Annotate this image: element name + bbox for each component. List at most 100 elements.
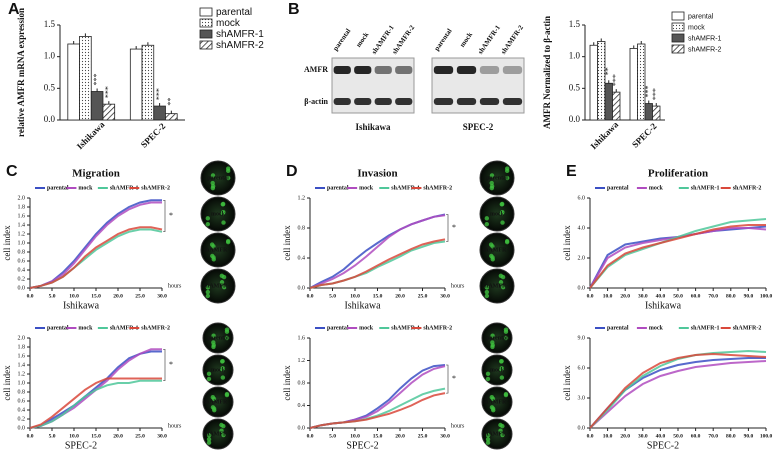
y-tick-label: 0.0 (18, 285, 26, 291)
cell-dot (484, 285, 490, 290)
image-label: mock (490, 367, 505, 373)
y-axis-label: cell index (2, 225, 12, 261)
series-line (29, 379, 162, 429)
x-tick-label: 10.0 (69, 293, 79, 299)
cell-dot (221, 201, 226, 207)
legend-label: shAMFR-1 (216, 29, 264, 40)
y-tick-label: 1.8 (18, 344, 26, 350)
cell-dot (490, 342, 495, 348)
x-tick-label: 20.0 (113, 293, 123, 299)
cell-dot (484, 293, 490, 299)
x-tick-label: 80.0 (726, 293, 736, 299)
series-line (29, 348, 162, 429)
image-label: shAMFR-2 (483, 431, 512, 437)
cell-dot (490, 244, 495, 249)
lane-label: mock (458, 31, 474, 49)
series-line (29, 199, 162, 289)
x-tick-label: 15.0 (373, 433, 383, 439)
image-label: shAMFR-1 (204, 399, 233, 405)
significance: * (169, 360, 173, 369)
x-tick-label: 30.0 (638, 433, 648, 439)
x-tick-label: 0.0 (587, 293, 594, 299)
cell-dot (498, 280, 504, 285)
x-unit: hours (451, 423, 465, 429)
significance: * (452, 374, 456, 383)
cell-dot (211, 396, 217, 401)
cell-dot (504, 238, 510, 244)
cell-dot (205, 285, 211, 290)
x-axis-label: Ishikawa (645, 300, 682, 311)
x-tick-label: 30.0 (638, 293, 648, 299)
legend-label: mock (78, 185, 93, 191)
legend-label: shAMFR-1 (110, 185, 139, 191)
image-label: mock (490, 211, 505, 217)
cell-dot (224, 335, 230, 341)
y-axis-label: AMFR Normalized to β-actin (542, 16, 552, 129)
y-tick-label: 0.0 (298, 285, 306, 291)
x-tick-label: 15.0 (91, 293, 101, 299)
cell-dot (500, 423, 505, 429)
cell-dot (490, 333, 495, 338)
cell-dot (500, 274, 506, 280)
image-label: shAMFR-2 (204, 283, 233, 289)
cell-dot (219, 280, 225, 285)
bar (102, 103, 116, 121)
bar (153, 105, 166, 121)
cell-dot (211, 342, 216, 348)
series-line (589, 357, 766, 429)
cell-dot (499, 367, 504, 372)
x-tick-label: 70.0 (708, 293, 718, 299)
cell-dot (210, 183, 216, 189)
legend-label: parental (607, 185, 629, 191)
y-axis-label: cell index (562, 225, 572, 261)
image-label: shAMFR-1 (204, 247, 233, 253)
y-tick-label: 0.0 (569, 114, 581, 124)
y-tick-label: 0.8 (18, 389, 26, 395)
x-tick-label: 100.0 (760, 433, 773, 439)
band (433, 98, 454, 105)
y-tick-label: 0.2 (18, 276, 26, 282)
cell-dot (484, 216, 490, 221)
x-tick-label: 60.0 (691, 293, 701, 299)
y-tick-label: 1.6 (298, 335, 306, 341)
x-tick-label: 30.0 (157, 293, 167, 299)
y-tick-label: 1.2 (18, 231, 26, 237)
cell-dot (220, 358, 225, 364)
bar (637, 43, 646, 121)
x-tick-label: 5.0 (49, 433, 56, 439)
y-tick-label: 0.4 (298, 255, 306, 261)
series-line (29, 226, 163, 289)
bar (129, 48, 143, 121)
legend-swatch (199, 29, 213, 39)
x-tick-label: 15.0 (373, 293, 383, 299)
band (456, 66, 477, 74)
cell-dot (210, 173, 216, 178)
y-tick-label: 1.2 (298, 195, 306, 201)
cell-dot (503, 335, 509, 341)
x-tick-label: 90.0 (744, 293, 754, 299)
chart-title: Invasion (357, 168, 397, 180)
cell-dot (206, 437, 212, 442)
x-tick-label: 10.0 (69, 433, 79, 439)
x-tick-label: SPEC-2 (139, 121, 168, 150)
image-label: parental (486, 175, 508, 181)
legend-label: shAMFR-2 (423, 185, 452, 191)
x-tick-label: 5.0 (49, 293, 56, 299)
y-tick-label: 0.2 (18, 416, 26, 422)
y-tick-label: 3.0 (578, 395, 586, 401)
band (354, 66, 372, 74)
y-tick-label: 1.0 (44, 51, 56, 61)
legend-label: shAMFR-2 (141, 185, 170, 191)
cell-image (200, 196, 236, 232)
x-tick-label: 0.0 (27, 433, 34, 439)
x-axis-label: SPEC-2 (647, 440, 679, 451)
cell-dot (206, 433, 212, 438)
cell-dot (210, 253, 215, 259)
cell-dot (490, 396, 496, 401)
x-unit: hours (168, 283, 182, 289)
y-axis-label: cell index (282, 365, 292, 401)
cell-dot (225, 168, 231, 174)
y-tick-label: 0.5 (44, 82, 56, 92)
legend-label: parental (47, 325, 69, 331)
legend-swatch (671, 22, 685, 32)
